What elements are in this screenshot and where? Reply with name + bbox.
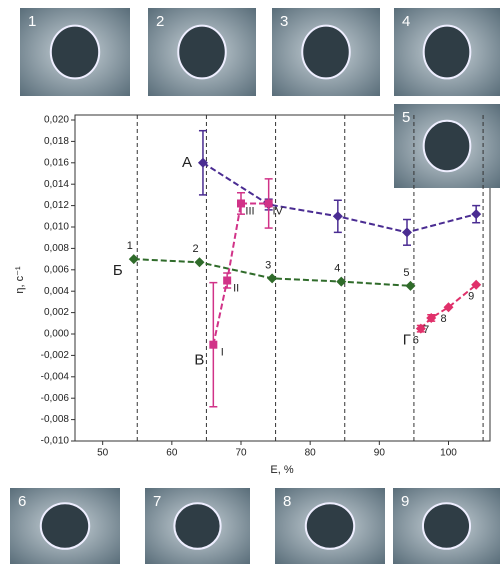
series-name: В — [194, 352, 204, 369]
y-tick-label: 0,002 — [44, 307, 69, 318]
series-name: Г — [403, 332, 411, 349]
point — [332, 211, 343, 222]
point — [237, 199, 245, 208]
point — [336, 276, 347, 287]
x-tick-label: 90 — [374, 448, 386, 459]
y-axis-label: η, с⁻¹ — [14, 266, 26, 294]
point — [471, 279, 482, 290]
y-tick-label: 0,004 — [44, 286, 69, 297]
y-tick-label: 0,016 — [44, 157, 69, 168]
x-axis-label: E, % — [270, 464, 293, 476]
photo-label: 5 — [402, 109, 410, 126]
crater — [304, 502, 356, 550]
point-label: 8 — [440, 313, 446, 325]
photo-label: 9 — [401, 493, 409, 510]
y-tick-label: 0,010 — [44, 222, 69, 233]
y-tick-label: 0,006 — [44, 264, 69, 275]
series-line — [212, 202, 269, 345]
point — [128, 254, 139, 265]
y-tick-label: 0,020 — [44, 115, 69, 126]
x-tick-label: 80 — [305, 448, 317, 459]
crater — [301, 24, 351, 80]
y-tick-label: -0,008 — [41, 414, 70, 425]
point — [471, 209, 482, 220]
point-label: 4 — [334, 262, 340, 274]
crater — [421, 502, 472, 550]
point — [443, 302, 454, 313]
point — [267, 273, 278, 284]
point — [402, 227, 412, 238]
crater — [422, 119, 472, 173]
point-label: 7 — [423, 324, 429, 336]
crater — [39, 502, 91, 550]
y-tick-label: -0,006 — [41, 393, 70, 404]
x-tick-label: 70 — [235, 448, 247, 459]
point — [197, 157, 208, 168]
y-tick-label: 0,012 — [44, 200, 69, 211]
crater — [422, 24, 472, 80]
point — [209, 340, 218, 349]
point-label: 1 — [127, 240, 133, 252]
x-tick-label: 50 — [97, 448, 109, 459]
photo-label: 1 — [28, 13, 36, 30]
y-tick-label: -0,004 — [41, 371, 70, 382]
y-tick-label: 0,014 — [44, 179, 69, 190]
crater — [173, 502, 222, 550]
photo-label: 8 — [283, 493, 291, 510]
point — [194, 257, 205, 268]
crater — [177, 24, 227, 80]
x-tick-label: 60 — [166, 448, 178, 459]
point — [264, 199, 273, 208]
y-tick-label: -0,010 — [41, 436, 70, 447]
y-tick-label: -0,002 — [41, 350, 70, 361]
photo-label: 7 — [153, 493, 161, 510]
photo-label: 6 — [18, 493, 26, 510]
point-label: 5 — [403, 267, 409, 279]
point-label: 3 — [265, 259, 271, 271]
series-name: Б — [113, 262, 123, 279]
point — [405, 280, 416, 291]
x-tick-label: 100 — [440, 448, 457, 459]
y-tick-label: 0,018 — [44, 136, 69, 147]
point-label: III — [245, 205, 254, 217]
point-label: 9 — [468, 291, 474, 303]
crater — [49, 24, 101, 80]
photo-label: 4 — [402, 13, 410, 30]
point-label: 2 — [192, 243, 198, 255]
point-label: I — [221, 347, 224, 359]
point — [223, 276, 232, 285]
point-label: 6 — [413, 335, 419, 347]
point — [426, 312, 437, 323]
y-tick-label: 0,000 — [44, 329, 69, 340]
series-name: А — [182, 154, 192, 171]
point-label: IV — [272, 205, 283, 217]
photo-label: 2 — [156, 13, 164, 30]
point-label: II — [233, 282, 239, 294]
point — [415, 323, 426, 334]
y-tick-label: 0,008 — [44, 243, 69, 254]
photo-label: 3 — [280, 13, 288, 30]
